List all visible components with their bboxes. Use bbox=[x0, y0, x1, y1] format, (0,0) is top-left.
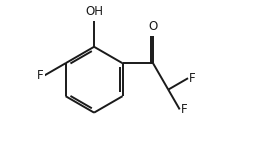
Text: O: O bbox=[148, 20, 158, 33]
Text: F: F bbox=[189, 72, 196, 85]
Text: F: F bbox=[181, 103, 188, 116]
Text: F: F bbox=[37, 69, 43, 82]
Text: OH: OH bbox=[85, 5, 103, 18]
